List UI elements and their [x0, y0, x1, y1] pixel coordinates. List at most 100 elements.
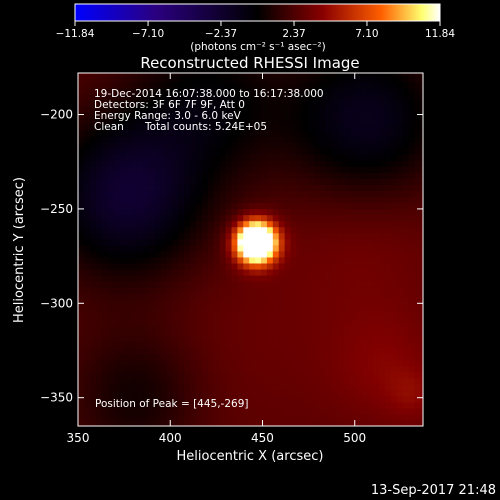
heatmap-cell [302, 268, 309, 276]
heatmap-cell [137, 178, 144, 185]
heatmap-cell [402, 341, 410, 349]
heatmap-cell [249, 154, 256, 161]
heatmap-cell [160, 262, 168, 270]
heatmap-cell [284, 232, 292, 240]
heatmap-cell [290, 365, 298, 373]
heatmap-cell [308, 281, 315, 288]
heatmap-cell [213, 268, 221, 276]
heatmap-cell [243, 142, 250, 149]
heatmap-cell [296, 359, 303, 367]
heatmap-cell [402, 75, 410, 83]
heatmap-cell [308, 73, 315, 77]
heatmap-cell [178, 196, 185, 204]
heatmap-cell [196, 281, 203, 288]
heatmap-cell [302, 347, 309, 355]
heatmap-cell [83, 130, 91, 137]
heatmap-cell [249, 93, 256, 101]
heatmap-cell [343, 395, 351, 403]
heatmap-cell [396, 407, 404, 415]
heatmap-cell [261, 208, 268, 216]
heatmap-cell [225, 413, 233, 421]
heatmap-cell [331, 317, 339, 324]
heatmap-cell [219, 142, 227, 149]
heatmap-cell [196, 87, 203, 95]
heatmap-cell [178, 268, 185, 276]
heatmap-cell [137, 160, 144, 167]
heatmap-cell [396, 196, 404, 204]
heatmap-cell [266, 130, 274, 137]
heatmap-cell [201, 419, 209, 426]
heatmap-cell [201, 413, 209, 421]
heatmap-cell [184, 305, 191, 312]
heatmap-cell [89, 73, 97, 77]
heatmap-cell [367, 347, 374, 355]
heatmap-cell [390, 383, 398, 391]
heatmap-cell [373, 123, 380, 131]
heatmap-cell [190, 226, 197, 234]
heatmap-cell [284, 75, 292, 83]
heatmap-cell [142, 148, 150, 155]
heatmap-cell [249, 401, 256, 409]
heatmap-cell [201, 311, 209, 318]
heatmap-cell [337, 250, 345, 258]
heatmap-cell [95, 305, 103, 312]
heatmap-cell [125, 111, 132, 119]
heatmap-cell [266, 262, 274, 270]
heatmap-cell [190, 105, 197, 113]
heatmap-cell [95, 413, 103, 421]
heatmap-cell [343, 136, 351, 143]
heatmap-cell [207, 160, 215, 167]
heatmap-cell [142, 172, 150, 179]
heatmap-cell [237, 419, 244, 426]
heatmap-cell [83, 214, 91, 222]
heatmap-cell [243, 250, 250, 258]
heatmap-cell [237, 105, 244, 113]
heatmap-cell [414, 75, 422, 83]
heatmap-cell [160, 281, 168, 288]
heatmap-cell [302, 81, 309, 89]
heatmap-cell [284, 268, 292, 276]
heatmap-cell [101, 274, 109, 282]
heatmap-cell [343, 244, 351, 252]
heatmap-cell [125, 347, 132, 355]
heatmap-cell [119, 178, 126, 185]
heatmap-cell [219, 117, 227, 125]
heatmap-cell [142, 142, 150, 149]
heatmap-cell [331, 154, 339, 161]
heatmap-cell [314, 389, 321, 397]
heatmap-cell [154, 178, 162, 185]
heatmap-cell [113, 359, 120, 367]
heatmap-cell [213, 160, 221, 167]
heatmap-cell [172, 359, 179, 367]
heatmap-cell [325, 214, 333, 222]
heatmap-cell [272, 142, 280, 149]
heatmap-cell [284, 419, 292, 426]
heatmap-cell [107, 73, 115, 77]
heatmap-cell [420, 220, 423, 228]
heatmap-cell [184, 184, 191, 192]
heatmap-cell [266, 347, 274, 355]
heatmap-cell [172, 401, 179, 409]
heatmap-cell [314, 305, 321, 312]
heatmap-cell [355, 93, 362, 101]
heatmap-cell [361, 93, 368, 101]
heatmap-cell [219, 214, 227, 222]
heatmap-cell [384, 347, 392, 355]
heatmap-cell [89, 329, 97, 336]
heatmap-cell [290, 401, 298, 409]
heatmap-cell [207, 130, 215, 137]
heatmap-cell [219, 262, 227, 270]
heatmap-cell [184, 347, 191, 355]
heatmap-cell [320, 395, 327, 403]
heatmap-cell [337, 341, 345, 349]
heatmap-cell [261, 111, 268, 119]
heatmap-cell [225, 93, 233, 101]
heatmap-cell [331, 208, 339, 216]
heatmap-cell [255, 81, 262, 89]
heatmap-cell [148, 99, 156, 107]
heatmap-cell [314, 317, 321, 324]
heatmap-cell [119, 256, 126, 264]
heatmap-cell [296, 172, 303, 179]
heatmap-cell [302, 214, 309, 222]
heatmap-cell [83, 413, 91, 421]
